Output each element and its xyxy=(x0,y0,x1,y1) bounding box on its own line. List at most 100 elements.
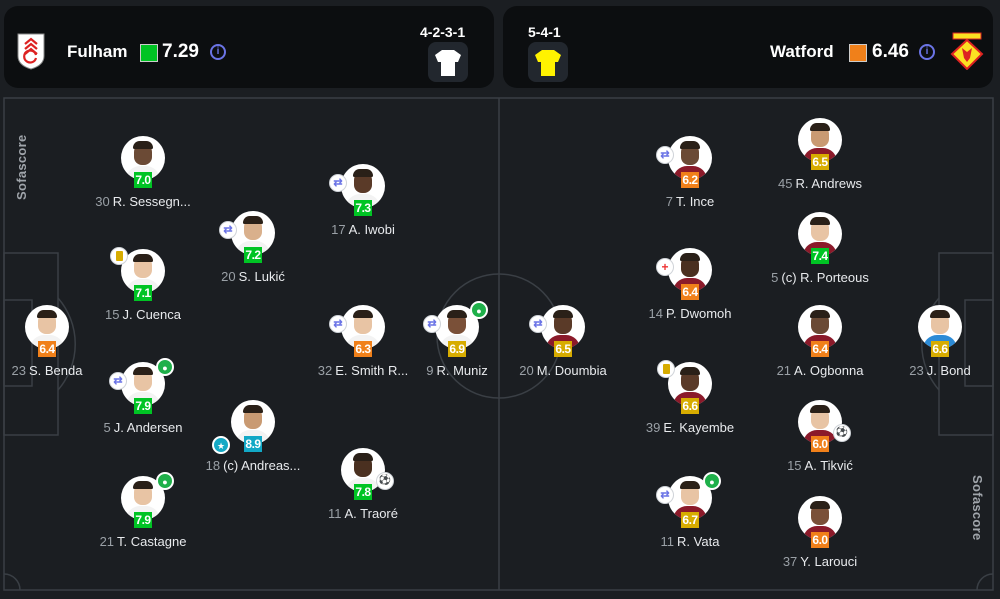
player-number: 21 xyxy=(99,534,115,549)
sofascore-watermark: Sofascore xyxy=(970,475,985,541)
substitution-icon: ⇄ xyxy=(219,221,237,239)
player-name-text: (c) R. Porteous xyxy=(781,270,869,285)
player-number: 14 xyxy=(648,306,663,321)
away-team-header: 5-4-1 Watford 6.46 i xyxy=(503,6,993,88)
star-icon: ★ xyxy=(212,436,230,454)
player-rating: 6.4 xyxy=(681,284,699,300)
player-rating: 6.9 xyxy=(448,341,466,357)
player-name-text: R. Andrews xyxy=(795,176,862,191)
substitution-icon: ⇄ xyxy=(529,315,547,333)
player-rating: 6.4 xyxy=(811,341,829,357)
away-avg-rating-color xyxy=(849,44,867,62)
player-name-text: S. Lukić xyxy=(238,269,285,284)
player-rating: 7.2 xyxy=(244,247,262,263)
player-number: 23 xyxy=(909,363,924,378)
player-name-text: A. Iwobi xyxy=(348,222,395,237)
player-number: 18 xyxy=(205,458,221,473)
player-rating: 7.1 xyxy=(134,285,152,301)
player-rating: 6.2 xyxy=(681,172,699,188)
boot-assist-icon: ⚽ xyxy=(833,424,851,442)
player-number: 45 xyxy=(778,176,793,191)
watford-crest-icon xyxy=(950,32,984,70)
yellow-card-icon xyxy=(657,360,675,378)
substitution-icon: ⇄ xyxy=(329,315,347,333)
player-name: 5 (c) R. Porteous xyxy=(760,270,880,285)
player-number: 17 xyxy=(331,222,346,237)
player-name-text: Y. Larouci xyxy=(800,554,858,569)
player-rating: 8.9 xyxy=(244,436,262,452)
player-number: 5 xyxy=(771,270,779,285)
player-rating: 6.5 xyxy=(554,341,572,357)
player-number: 11 xyxy=(328,506,342,521)
player-rating: 6.6 xyxy=(931,341,949,357)
yellow-card-icon xyxy=(110,247,128,265)
player-rating: 7.3 xyxy=(354,200,372,216)
goal-icon: ● xyxy=(470,301,488,319)
player-name: 11 A. Traoré xyxy=(303,506,423,521)
player-name: 20 S. Lukić xyxy=(193,269,313,284)
player-name: 18 (c) Andreas... xyxy=(193,458,313,473)
boot-assist-icon: ⚽ xyxy=(376,472,394,490)
player-name-text: R. Sessegn... xyxy=(112,194,191,209)
player-photo xyxy=(918,305,962,349)
player-name: 32 E. Smith R... xyxy=(303,363,423,378)
player-name-text: J. Andersen xyxy=(113,420,183,435)
player-number: 20 xyxy=(221,269,236,284)
home-team-header: Fulham 7.29 i 4-2-3-1 xyxy=(4,6,494,88)
player-name-text: J. Bond xyxy=(926,363,971,378)
player-name-text: S. Benda xyxy=(28,363,83,378)
away-formation: 5-4-1 xyxy=(528,24,561,40)
player-number: 32 xyxy=(317,363,333,378)
player-rating: 7.4 xyxy=(811,248,829,264)
player-rating: 6.5 xyxy=(811,154,829,170)
info-icon[interactable]: i xyxy=(210,44,226,60)
player-name: 45 R. Andrews xyxy=(760,176,880,191)
player-rating: 6.7 xyxy=(681,512,699,528)
player-name-text: (c) Andreas... xyxy=(223,458,301,473)
player-name: 9 R. Muniz xyxy=(397,363,517,378)
home-kit xyxy=(428,42,468,82)
substitution-icon: ⇄ xyxy=(423,315,441,333)
player-number: 15 xyxy=(787,458,802,473)
player-name-text: M. Doumbia xyxy=(536,363,607,378)
player-rating: 7.9 xyxy=(134,398,152,414)
home-formation: 4-2-3-1 xyxy=(420,24,466,40)
goal-icon: ● xyxy=(703,472,721,490)
player-name: 23 S. Benda xyxy=(0,363,107,378)
player-number: 21 xyxy=(776,363,792,378)
player-name-text: P. Dwomoh xyxy=(665,306,732,321)
away-avg-rating: 6.46 xyxy=(872,41,909,62)
player-rating: 6.0 xyxy=(811,532,829,548)
player-name: 21 A. Ogbonna xyxy=(760,363,880,378)
player-number: 23 xyxy=(11,363,26,378)
player-name: 23 J. Bond xyxy=(880,363,1000,378)
player-name-text: T. Ince xyxy=(675,194,715,209)
player-name-text: A. Tikvić xyxy=(804,458,853,473)
player-name: 21 T. Castagne xyxy=(83,534,203,549)
player-number: 37 xyxy=(782,554,798,569)
player-rating: 6.3 xyxy=(354,341,372,357)
player-name: 11 R. Vata xyxy=(630,534,750,549)
injury-substitution-icon: + xyxy=(656,258,674,276)
player-rating: 6.4 xyxy=(38,341,56,357)
player-name-text: E. Smith R... xyxy=(335,363,409,378)
substitution-icon: ⇄ xyxy=(329,174,347,192)
player-name-text: E. Kayembe xyxy=(663,420,735,435)
player-number: 15 xyxy=(104,307,120,322)
player-rating: 7.0 xyxy=(134,172,152,188)
shirt-icon xyxy=(435,50,461,76)
player-name-text: J. Cuenca xyxy=(122,307,181,322)
home-team-name[interactable]: Fulham xyxy=(67,42,128,61)
player-name: 7 T. Ince xyxy=(630,194,750,209)
player-number: 7 xyxy=(665,194,673,209)
player-number: 30 xyxy=(95,194,110,209)
player-number: 20 xyxy=(519,363,534,378)
home-avg-rating-color xyxy=(140,44,158,62)
player-name-text: A. Ogbonna xyxy=(794,363,864,378)
player-name: 15 A. Tikvić xyxy=(760,458,880,473)
player-rating: 7.8 xyxy=(354,484,372,500)
away-team-name[interactable]: Watford xyxy=(770,42,834,61)
player-name: 15 J. Cuenca xyxy=(83,307,203,322)
player-name: 5 J. Andersen xyxy=(83,420,203,435)
info-icon[interactable]: i xyxy=(919,44,935,60)
